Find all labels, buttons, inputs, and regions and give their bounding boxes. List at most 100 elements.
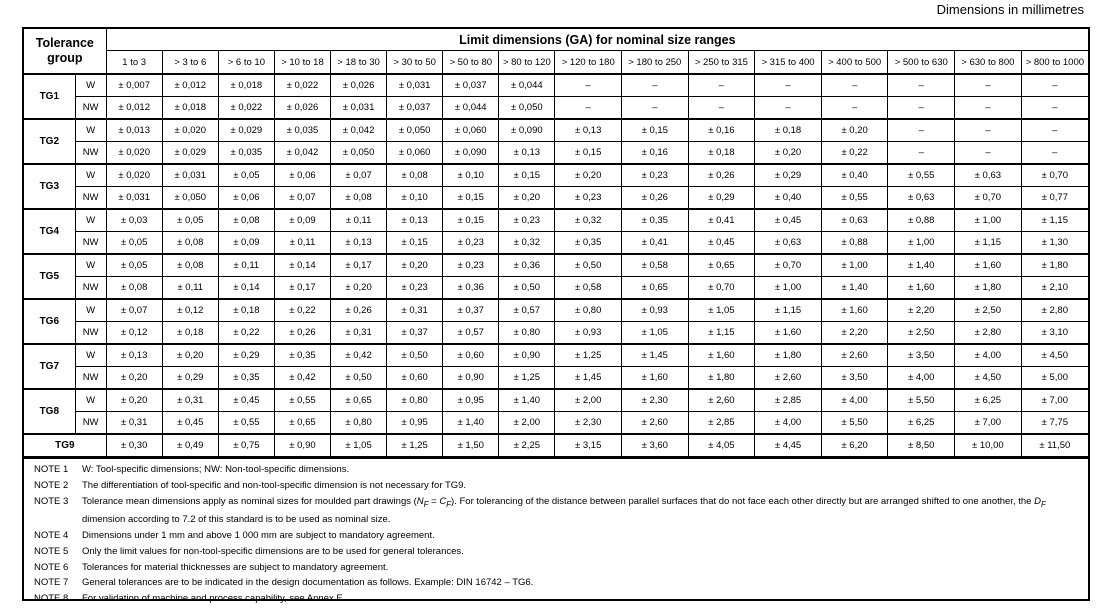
value-cell: ± 0,26 — [330, 298, 388, 322]
value-cell: ± 1,80 — [687, 366, 756, 390]
note: NOTE 6 Tolerances for material thicknesse… — [34, 560, 1088, 576]
value-cell: ± 0,41 — [621, 231, 689, 255]
value-cell: ± 0,42 — [273, 366, 332, 390]
value-cell: ± 0,80 — [386, 388, 444, 412]
value-cell: ± 0,012 — [105, 96, 163, 120]
value-cell: ± 10,00 — [954, 433, 1022, 457]
column-header: > 500 to 630 — [887, 50, 956, 75]
value-cell: ± 2,50 — [954, 298, 1022, 322]
group-cell: TG7 — [24, 343, 76, 390]
value-cell: ± 0,29 — [754, 163, 822, 187]
value-cell: ± 3,50 — [820, 366, 889, 390]
value-cell: ± 0,35 — [217, 366, 275, 390]
type-cell: NW — [75, 231, 107, 255]
value-cell: – — [887, 96, 956, 120]
group-cell: TG8 — [24, 388, 76, 435]
value-cell: ± 1,15 — [687, 321, 756, 345]
value-cell: ± 0,31 — [105, 411, 163, 435]
value-cell: ± 4,05 — [687, 433, 756, 457]
span-header: Limit dimensions (GA) for nominal size r… — [105, 29, 1088, 52]
value-cell: ± 4,45 — [754, 433, 822, 457]
value-cell: ± 1,80 — [954, 276, 1022, 300]
symbol: N — [416, 495, 424, 507]
value-cell: ± 2,60 — [621, 411, 689, 435]
value-cell: ± 0,11 — [330, 208, 388, 232]
value-cell: ± 0,013 — [105, 118, 163, 142]
value-cell: ± 0,13 — [105, 343, 163, 367]
value-cell: ± 1,05 — [330, 433, 388, 457]
column-header: > 315 to 400 — [754, 50, 822, 75]
value-cell: ± 5,00 — [1020, 366, 1088, 390]
value-cell: ± 0,90 — [498, 343, 556, 367]
value-cell: ± 2,10 — [1020, 276, 1088, 300]
note-label: NOTE 8 — [34, 593, 69, 605]
value-cell: ± 0,22 — [820, 141, 889, 165]
value-cell: ± 1,60 — [887, 276, 956, 300]
value-cell: ± 1,60 — [687, 343, 756, 367]
value-cell: ± 0,08 — [161, 231, 219, 255]
column-header: > 80 to 120 — [498, 50, 556, 75]
value-cell: – — [1020, 118, 1088, 142]
value-cell: ± 2,85 — [687, 411, 756, 435]
value-cell: ± 1,15 — [754, 298, 822, 322]
value-cell: ± 0,08 — [105, 276, 163, 300]
value-cell: ± 0,018 — [161, 96, 219, 120]
value-cell: ± 0,65 — [621, 276, 689, 300]
value-cell: ± 3,50 — [887, 343, 956, 367]
value-cell: ± 7,00 — [1020, 388, 1088, 412]
value-cell: ± 0,020 — [161, 118, 219, 142]
value-cell: ± 0,090 — [442, 141, 500, 165]
value-cell: ± 0,90 — [442, 366, 500, 390]
value-cell: ± 2,80 — [954, 321, 1022, 345]
value-cell: ± 0,035 — [217, 141, 275, 165]
type-cell: NW — [75, 186, 107, 210]
value-cell: ± 0,08 — [330, 186, 388, 210]
value-cell: ± 0,031 — [161, 163, 219, 187]
data-row: NW ± 0,020 ± 0,029 ± 0,035 ± 0,042 ± 0,050 ± 0… — [24, 141, 1088, 165]
value-cell: ± 0,26 — [621, 186, 689, 210]
value-cell: ± 0,16 — [687, 118, 756, 142]
column-header: > 30 to 50 — [386, 50, 444, 75]
value-cell: ± 1,80 — [754, 343, 822, 367]
value-cell: ± 1,05 — [687, 298, 756, 322]
value-cell: ± 0,15 — [442, 208, 500, 232]
value-cell: ± 0,60 — [442, 343, 500, 367]
column-header: > 10 to 18 — [273, 50, 332, 75]
value-cell: – — [1020, 96, 1088, 120]
value-cell: ± 0,93 — [621, 298, 689, 322]
note-text-part: dimension according to 7.2 of this stand… — [82, 514, 391, 526]
value-cell: ± 0,13 — [498, 141, 556, 165]
value-cell: ± 2,60 — [820, 343, 889, 367]
value-cell: ± 0,13 — [386, 208, 444, 232]
value-cell: ± 4,50 — [1020, 343, 1088, 367]
value-cell: ± 0,03 — [105, 208, 163, 232]
value-cell: ± 1,40 — [498, 388, 556, 412]
value-cell: ± 1,60 — [954, 253, 1022, 277]
value-cell: ± 1,00 — [887, 231, 956, 255]
value-cell: ± 0,42 — [330, 343, 388, 367]
value-cell: ± 1,25 — [498, 366, 556, 390]
note-label: NOTE 3 — [34, 495, 69, 507]
note-label: NOTE 1 — [34, 464, 69, 475]
value-cell: – — [887, 141, 956, 165]
value-cell: ± 0,08 — [217, 208, 275, 232]
value-cell: ± 0,05 — [105, 231, 163, 255]
type-cell: W — [74, 298, 107, 322]
value-cell: ± 4,00 — [820, 388, 889, 412]
value-cell: ± 1,50 — [442, 433, 500, 457]
value-cell: ± 2,60 — [754, 366, 822, 390]
value-cell: ± 0,18 — [217, 298, 275, 322]
value-cell: ± 0,17 — [273, 276, 332, 300]
value-cell: ± 0,26 — [273, 321, 332, 345]
value-cell: ± 2,30 — [554, 411, 622, 435]
value-cell: ± 0,11 — [161, 276, 219, 300]
value-cell: ± 1,25 — [386, 433, 444, 457]
value-cell: ± 0,20 — [498, 186, 556, 210]
column-header: > 630 to 800 — [954, 50, 1022, 75]
tolerance-table: Tolerance group Limit dimensions (GA) for… — [24, 29, 1088, 457]
value-cell: ± 0,58 — [554, 276, 622, 300]
type-cell: W — [74, 253, 107, 277]
value-cell: ± 1,80 — [1020, 253, 1088, 277]
value-cell: ± 0,35 — [621, 208, 689, 232]
